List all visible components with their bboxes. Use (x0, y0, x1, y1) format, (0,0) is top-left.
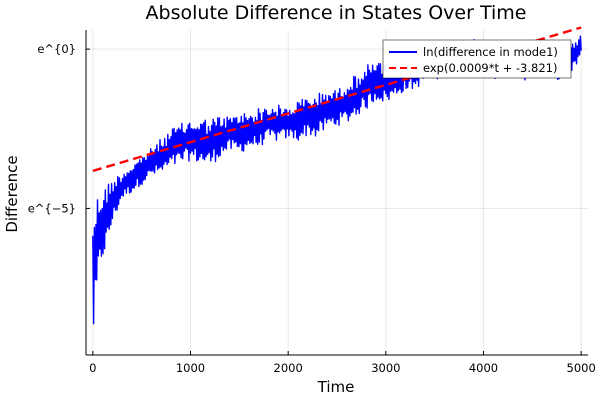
y-axis-label: Difference (3, 155, 21, 232)
x-axis-label: Time (317, 378, 355, 396)
chart-title: Absolute Difference in States Over Time (146, 2, 527, 24)
x-tick-label: 1000 (176, 361, 205, 375)
legend-label-exp-fit: exp(0.0009*t + -3.821) (423, 61, 557, 75)
x-tick-label: 3000 (371, 361, 400, 375)
legend: ln(difference in mode1) exp(0.0009*t + -… (382, 39, 572, 79)
y-tick-label: e^{−5} (28, 201, 76, 215)
x-tick-label: 2000 (274, 361, 303, 375)
legend-label-ln-difference: ln(difference in mode1) (423, 45, 558, 59)
grid (86, 30, 588, 355)
axes (85, 30, 588, 356)
tick-labels: 0 1000 2000 3000 4000 5000 e^{−5} e^{0} (28, 42, 596, 375)
x-tick-label: 4000 (469, 361, 498, 375)
legend-box (382, 39, 572, 79)
x-tick-label: 5000 (567, 361, 596, 375)
series-ln-difference-line (92, 35, 582, 325)
y-tick-label: e^{0} (37, 42, 76, 56)
x-tick-label: 0 (89, 361, 96, 375)
